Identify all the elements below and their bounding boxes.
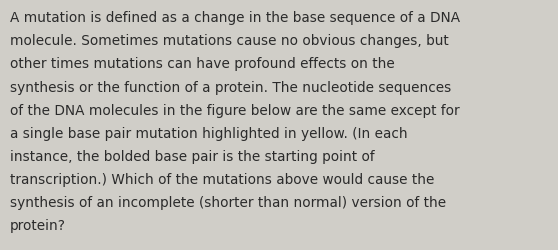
Text: a single base pair mutation highlighted in yellow. (In each: a single base pair mutation highlighted … — [10, 126, 408, 140]
Text: A mutation is defined as a change in the base sequence of a DNA: A mutation is defined as a change in the… — [10, 11, 460, 25]
Text: protein?: protein? — [10, 218, 66, 232]
Text: transcription.) Which of the mutations above would cause the: transcription.) Which of the mutations a… — [10, 172, 435, 186]
Text: other times mutations can have profound effects on the: other times mutations can have profound … — [10, 57, 395, 71]
Text: molecule. Sometimes mutations cause no obvious changes, but: molecule. Sometimes mutations cause no o… — [10, 34, 449, 48]
Text: of the DNA molecules in the figure below are the same except for: of the DNA molecules in the figure below… — [10, 103, 460, 117]
Text: synthesis or the function of a protein. The nucleotide sequences: synthesis or the function of a protein. … — [10, 80, 451, 94]
Text: synthesis of an incomplete (shorter than normal) version of the: synthesis of an incomplete (shorter than… — [10, 195, 446, 209]
Text: instance, the bolded base pair is the starting point of: instance, the bolded base pair is the st… — [10, 149, 374, 163]
